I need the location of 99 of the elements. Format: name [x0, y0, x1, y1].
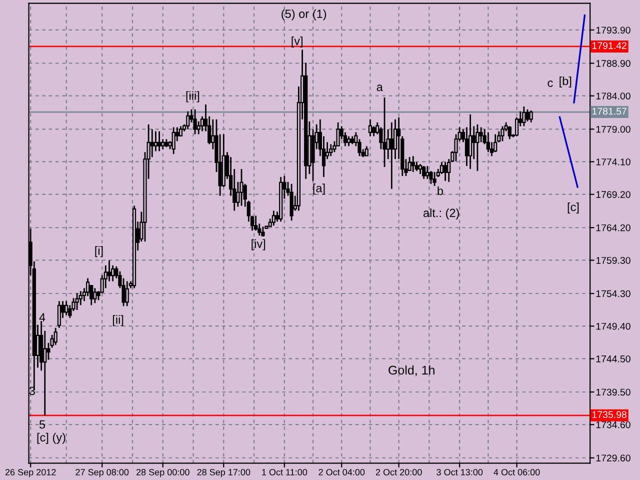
candlestick [432, 171, 436, 187]
candlestick [57, 300, 61, 329]
annotation: 5 [39, 420, 46, 429]
annotation: [ii] [112, 315, 124, 326]
y-tick-label: 1774.10 [596, 158, 630, 166]
y-tick-label: 1769.20 [596, 191, 630, 198]
y-tick-label: 1784.00 [596, 92, 630, 100]
candlestick [472, 126, 476, 160]
candlestick [368, 118, 372, 137]
y-tick-label: 1764.20 [596, 224, 630, 232]
candlestick [408, 156, 412, 172]
y-tick-label: 1744.50 [596, 355, 630, 362]
candlestick [78, 290, 82, 306]
annotation: [iv] [252, 239, 266, 250]
candlestick [200, 116, 204, 132]
candlestick [178, 126, 183, 137]
annotation: [iii] [186, 91, 200, 102]
candlestick [196, 120, 200, 135]
x-tick-label: 2 Oct 04:00 [318, 468, 365, 476]
y-tick-label: 1759.30 [596, 256, 630, 264]
y-tick-label: 1779.00 [596, 126, 630, 133]
candlestick [508, 126, 512, 140]
candlestick [494, 134, 498, 153]
x-tick-label: 26 Sep 2012 [5, 468, 56, 478]
candlestick [411, 155, 415, 173]
candlestick [261, 226, 265, 238]
annotation: [c] (y) [37, 432, 66, 444]
x-tick-label: 3 Oct 13:00 [436, 468, 483, 476]
annotation: [v] [292, 36, 302, 48]
candlestick [464, 126, 469, 167]
x-tick-label: 28 Sep 17:00 [197, 468, 250, 478]
candlestick [272, 210, 276, 226]
y-tick-label: 1754.30 [596, 290, 630, 298]
candlestick [486, 132, 490, 153]
candlestick [526, 108, 530, 122]
annotation: (5) or (1) [282, 9, 326, 20]
annotation: [c] [568, 202, 579, 214]
candlestick [479, 126, 483, 143]
ref-line-label: 1735.98 [592, 411, 626, 418]
x-tick-label: 28 Sep 00:00 [136, 468, 190, 478]
x-tick-label: 27 Sep 08:00 [76, 468, 129, 478]
x-tick-label: 4 Oct 06:00 [494, 468, 540, 476]
y-tick-label: 1749.40 [596, 322, 630, 330]
y-tick-label: 1729.60 [596, 454, 630, 462]
x-tick-label: 2 Oct 20:00 [376, 468, 422, 476]
candlestick [54, 327, 58, 346]
candlestick [186, 110, 190, 130]
candlestick [440, 161, 444, 175]
candlestick [500, 126, 504, 142]
candlestick [150, 128, 154, 158]
annotation: b [438, 186, 444, 196]
candlestick [476, 124, 480, 172]
candlestick [529, 110, 533, 124]
candlestick [86, 278, 90, 297]
y-tick-label: 1793.90 [596, 26, 630, 34]
candlestick [161, 138, 165, 150]
candlestick [426, 165, 430, 180]
annotation: [a] [313, 184, 325, 195]
text: Gold, 1h [388, 365, 434, 376]
y-tick-label: 1788.90 [596, 60, 630, 67]
x-tick-label: 1 Oct 11:00 [262, 468, 308, 476]
candlestick [93, 287, 97, 304]
candlestick [290, 183, 294, 222]
y-tick-label: 1734.60 [596, 421, 630, 428]
candlestick [364, 145, 368, 157]
annotation: [i] [95, 246, 103, 258]
y-tick-label: 1739.50 [596, 388, 630, 396]
candlestick [382, 96, 386, 168]
candlestick [522, 106, 526, 127]
candlestick [46, 342, 50, 360]
candlestick [254, 215, 258, 232]
candlestick [390, 122, 394, 190]
candlestick [429, 170, 433, 185]
ref-line-label: 1791.42 [592, 42, 626, 50]
candlestick [193, 108, 197, 135]
annotation: a [376, 84, 383, 92]
candlestick [75, 292, 79, 311]
ref-line-label: 1781.57 [592, 108, 626, 115]
candlestick [154, 130, 158, 152]
candlestick [240, 168, 244, 206]
annotation: [b] [560, 76, 572, 88]
candlestick [107, 260, 112, 282]
candlestick [468, 114, 472, 170]
candlestick [346, 136, 351, 147]
candlestick [64, 300, 68, 316]
candlestick [443, 161, 448, 182]
candlestick [172, 126, 176, 155]
candlestick [418, 163, 422, 175]
candlestick [157, 130, 162, 152]
candlestick [372, 126, 376, 137]
annotation: alt.: (2) [423, 208, 459, 220]
candlestick [111, 264, 115, 282]
annotation: c [548, 80, 553, 87]
candlestick [125, 280, 129, 307]
candlestick [43, 330, 47, 416]
candlestick [422, 165, 426, 180]
candlestick [329, 143, 333, 157]
candlestick [104, 264, 108, 289]
annotation: 4 [39, 313, 46, 322]
